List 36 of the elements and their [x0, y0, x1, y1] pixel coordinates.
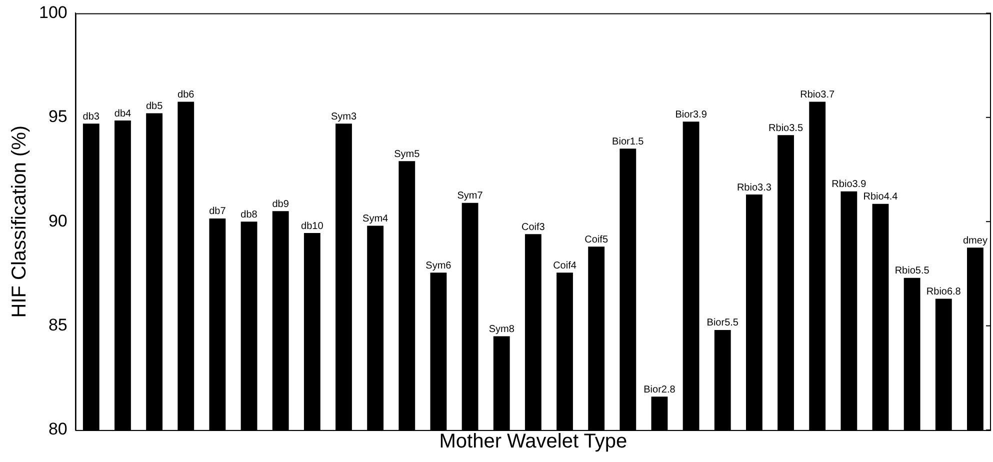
x-tick-label: Coif5 [584, 234, 608, 246]
x-tick-label: db10 [301, 220, 324, 232]
x-tick-label: db9 [272, 198, 290, 210]
x-tick-label: Bior3.9 [675, 109, 708, 120]
x-tick-label: db5 [146, 100, 164, 112]
x-tick-label: dmey [962, 235, 988, 246]
x-tick-label: Sym3 [330, 111, 357, 122]
x-tick-label: Rbio4.4 [863, 192, 898, 203]
x-tick-label: db6 [178, 90, 195, 101]
x-tick-label: Sym5 [394, 148, 420, 160]
x-tick-label: Bior5.5 [706, 318, 739, 329]
x-tick-label: db4 [114, 108, 132, 120]
y-tick-label: 90 [48, 211, 68, 230]
x-tick-label: Sym4 [362, 214, 389, 225]
x-axis-title: Mother Wavelet Type [439, 430, 628, 453]
x-tick-label: Bior1.5 [612, 136, 644, 148]
y-tick-label: 100 [38, 2, 68, 22]
x-tick-label: db7 [209, 206, 226, 218]
x-tick-label: Rbio3.9 [832, 179, 867, 190]
x-tick-label: Rbio6.8 [926, 286, 962, 298]
x-tick-label: Rbio3.7 [800, 90, 836, 101]
y-tick-label: 95 [48, 107, 68, 126]
x-tick-label: Bior2.8 [644, 384, 676, 396]
x-tick-label: Coif3 [522, 222, 546, 233]
x-tick-label: Sym6 [426, 260, 452, 272]
x-tick-label: Sym8 [488, 324, 515, 335]
x-tick-label: Rbio3.3 [736, 182, 772, 194]
y-axis-title: HIF Classification (%) [8, 125, 31, 318]
x-tick-label: Sym7 [457, 190, 484, 202]
y-tick-label: 80 [48, 420, 68, 439]
x-tick-label: Rbio5.5 [894, 266, 930, 277]
x-tick-label: Coif4 [553, 260, 577, 272]
x-tick-label: db3 [82, 111, 100, 122]
y-tick-label: 85 [48, 315, 68, 334]
x-tick-label: db8 [240, 209, 258, 220]
x-tick-label: Rbio3.5 [768, 122, 804, 134]
